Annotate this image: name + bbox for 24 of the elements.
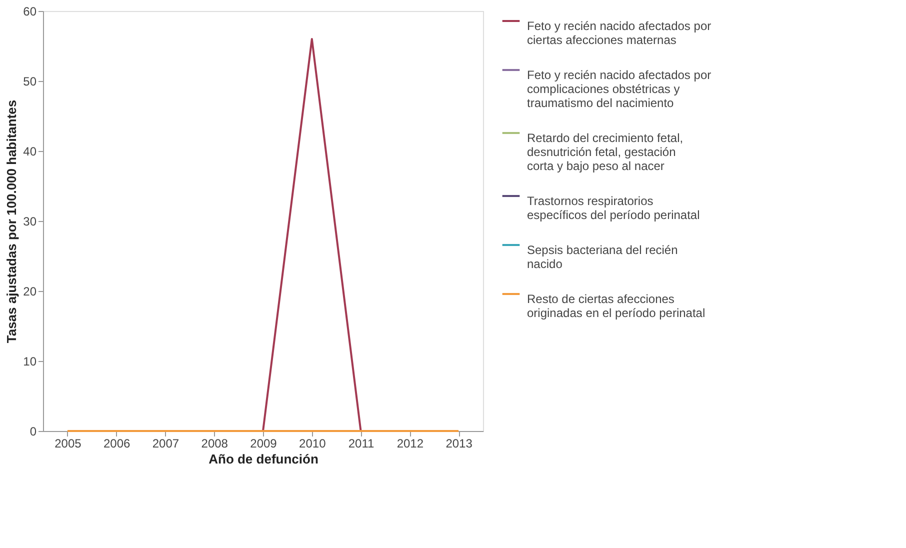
y-tick-label: 20 [23, 284, 37, 298]
y-tick-label: 60 [23, 4, 37, 18]
x-tick-label: 2012 [396, 436, 424, 450]
y-tick-label: 30 [23, 214, 37, 228]
y-tick-label: 50 [23, 74, 37, 88]
x-tick-label: 2006 [103, 436, 131, 450]
y-tick-label: 10 [23, 354, 37, 368]
x-tick-label: 2008 [201, 436, 228, 450]
legend-label: Feto y recién nacido afectados por ciertas afecciones maternas [527, 19, 712, 47]
legend-label: Feto y recién nacido afectados por complicaciones obstétricas y traumatismo del nacimiento [527, 68, 712, 110]
x-tick-label: 2013 [446, 436, 473, 450]
legend-label: Sepsis bacteriana del recién nacido [527, 243, 678, 271]
x-axis-title: Año de defunción [208, 452, 318, 466]
y-axis-title: Tasas ajustadas por 100.000 habitantes [4, 100, 20, 344]
x-tick-label: 2009 [250, 436, 278, 450]
y-tick-label: 0 [30, 424, 37, 438]
x-tick-label: 2007 [152, 436, 180, 450]
x-tick-label: 2011 [348, 436, 374, 450]
y-tick-label: 40 [23, 144, 37, 158]
legend-label: Retardo del crecimiento fetal, desnutrición fetal, gestación corta y bajo peso al nacer [527, 131, 684, 173]
legend-label: Resto de ciertas afecciones originadas en el período perinatal [527, 292, 706, 320]
x-tick-label: 2010 [299, 436, 326, 450]
legend-label: Trastornos respiratorios específicos del período perinatal [527, 194, 700, 222]
x-tick-label: 2005 [54, 436, 82, 450]
